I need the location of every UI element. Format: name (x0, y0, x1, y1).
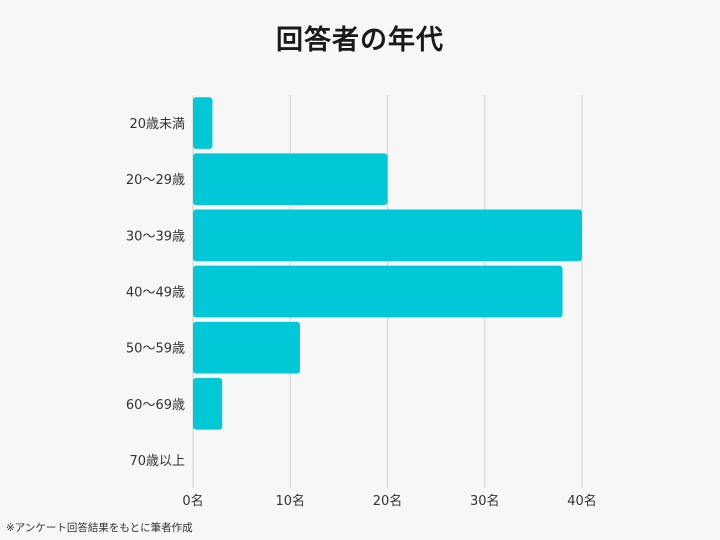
bar (193, 321, 300, 374)
bar (193, 265, 563, 318)
x-tick-label: 10名 (275, 493, 305, 509)
bar (193, 209, 582, 262)
category-label: 20～29歳 (126, 173, 185, 188)
bar (193, 97, 213, 149)
bar (193, 377, 223, 430)
footnote: ※アンケート回答結果をもとに筆者作成 (6, 522, 193, 534)
category-label: 30～39歳 (126, 229, 185, 244)
x-tick-label: 30名 (470, 493, 500, 509)
category-label: 20歳未満 (129, 117, 185, 132)
bar (193, 153, 388, 206)
x-tick-label: 20名 (373, 493, 403, 509)
category-label: 40～49歳 (126, 286, 185, 301)
category-label: 70歳以上 (129, 454, 185, 469)
category-label: 60～69歳 (126, 398, 185, 413)
x-tick-label: 40名 (567, 493, 597, 509)
chart-title: 回答者の年代 (276, 25, 444, 56)
category-label: 50～59歳 (126, 342, 185, 357)
x-tick-label: 0名 (182, 493, 203, 509)
